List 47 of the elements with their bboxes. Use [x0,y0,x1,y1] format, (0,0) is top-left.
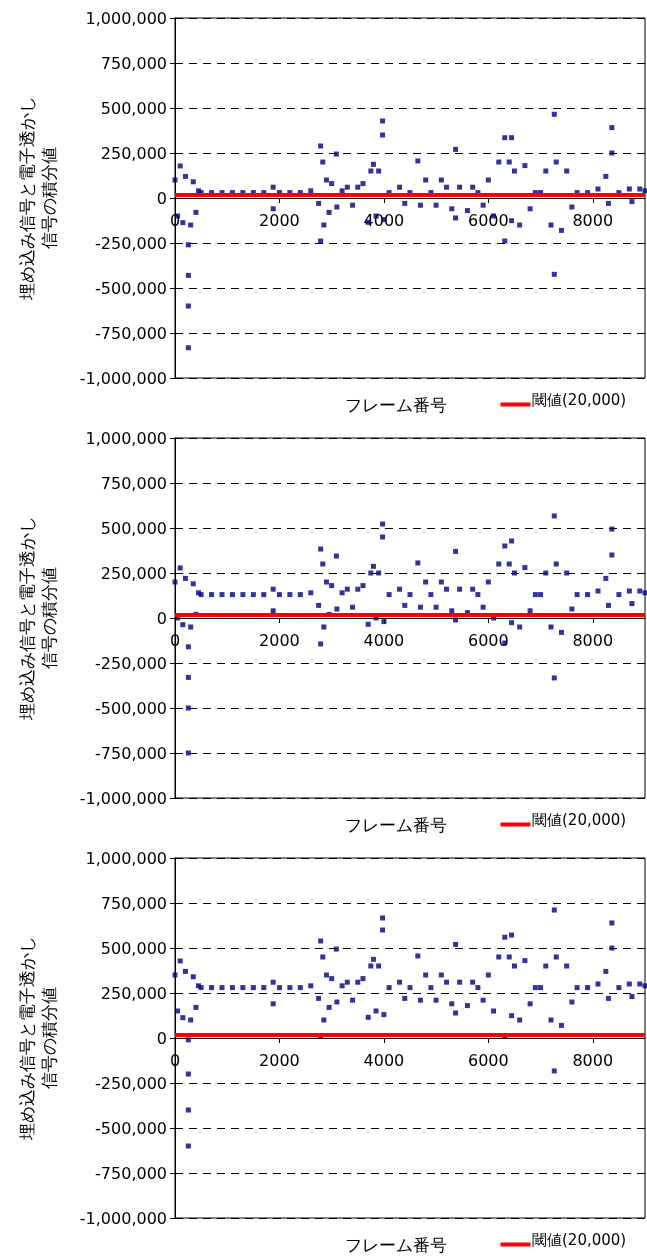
y-tick-label: 0 [156,1028,167,1048]
y-tick-label: 1,000,000 [85,8,167,28]
x-tick-label: 8000 [572,1050,614,1070]
y-tick-label: 500,000 [100,518,167,538]
x-tick-label: 8000 [572,210,614,230]
y-tick-label: -250,000 [95,1073,167,1093]
x-tick-label: 6000 [467,210,509,230]
y-tick-label: -500,000 [95,1118,167,1138]
y-tick-label: 0 [156,188,167,208]
y-tick-label: 250,000 [100,143,167,163]
x-tick-label: 6000 [467,630,509,650]
y-tick-label: 1,000,000 [85,848,167,868]
x-tick-label: 6000 [467,1050,509,1070]
x-tick-label: 2000 [259,210,300,230]
y-tick-label: 750,000 [100,53,167,73]
y-tick-label: 250,000 [100,983,167,1003]
y-tick-label: -750,000 [95,323,167,343]
legend-label: 閾値(20,000) [532,1230,627,1249]
y-tick-label: -500,000 [95,698,167,718]
y-tick-label: -250,000 [95,233,167,253]
y-tick-label: -750,000 [95,743,167,763]
x-axis-title: フレーム番号 [345,1234,447,1255]
legend-label: 閾値(20,000) [532,810,627,829]
y-tick-label: -500,000 [95,278,167,298]
y-tick-label: -250,000 [95,653,167,673]
y-axis-title: 埋め込み信号と電子透かし信号の積分値 [17,96,59,301]
y-tick-label: 750,000 [100,893,167,913]
y-tick-label: -750,000 [95,1163,167,1183]
x-axis-title: フレーム番号 [345,814,447,835]
x-axis-title: フレーム番号 [345,394,447,415]
x-tick-label: 2000 [259,1050,300,1070]
y-axis-title: 埋め込み信号と電子透かし信号の積分値 [17,936,59,1141]
y-tick-label: 500,000 [100,938,167,958]
legend-label: 閾値(20,000) [532,390,627,409]
y-tick-label: 500,000 [100,98,167,118]
y-tick-label: -1,000,000 [79,788,167,808]
x-tick-label: 2000 [259,630,300,650]
x-tick-label: 4000 [363,630,405,650]
y-tick-label: 750,000 [100,473,167,493]
x-tick-label: 8000 [572,630,614,650]
y-tick-label: 0 [156,608,167,628]
y-tick-label: -1,000,000 [79,368,167,388]
y-axis-title: 埋め込み信号と電子透かし信号の積分値 [17,516,59,721]
y-tick-label: -1,000,000 [79,1208,167,1228]
y-tick-label: 250,000 [100,563,167,583]
x-tick-label: 4000 [363,1050,405,1070]
y-tick-label: 1,000,000 [85,428,167,448]
